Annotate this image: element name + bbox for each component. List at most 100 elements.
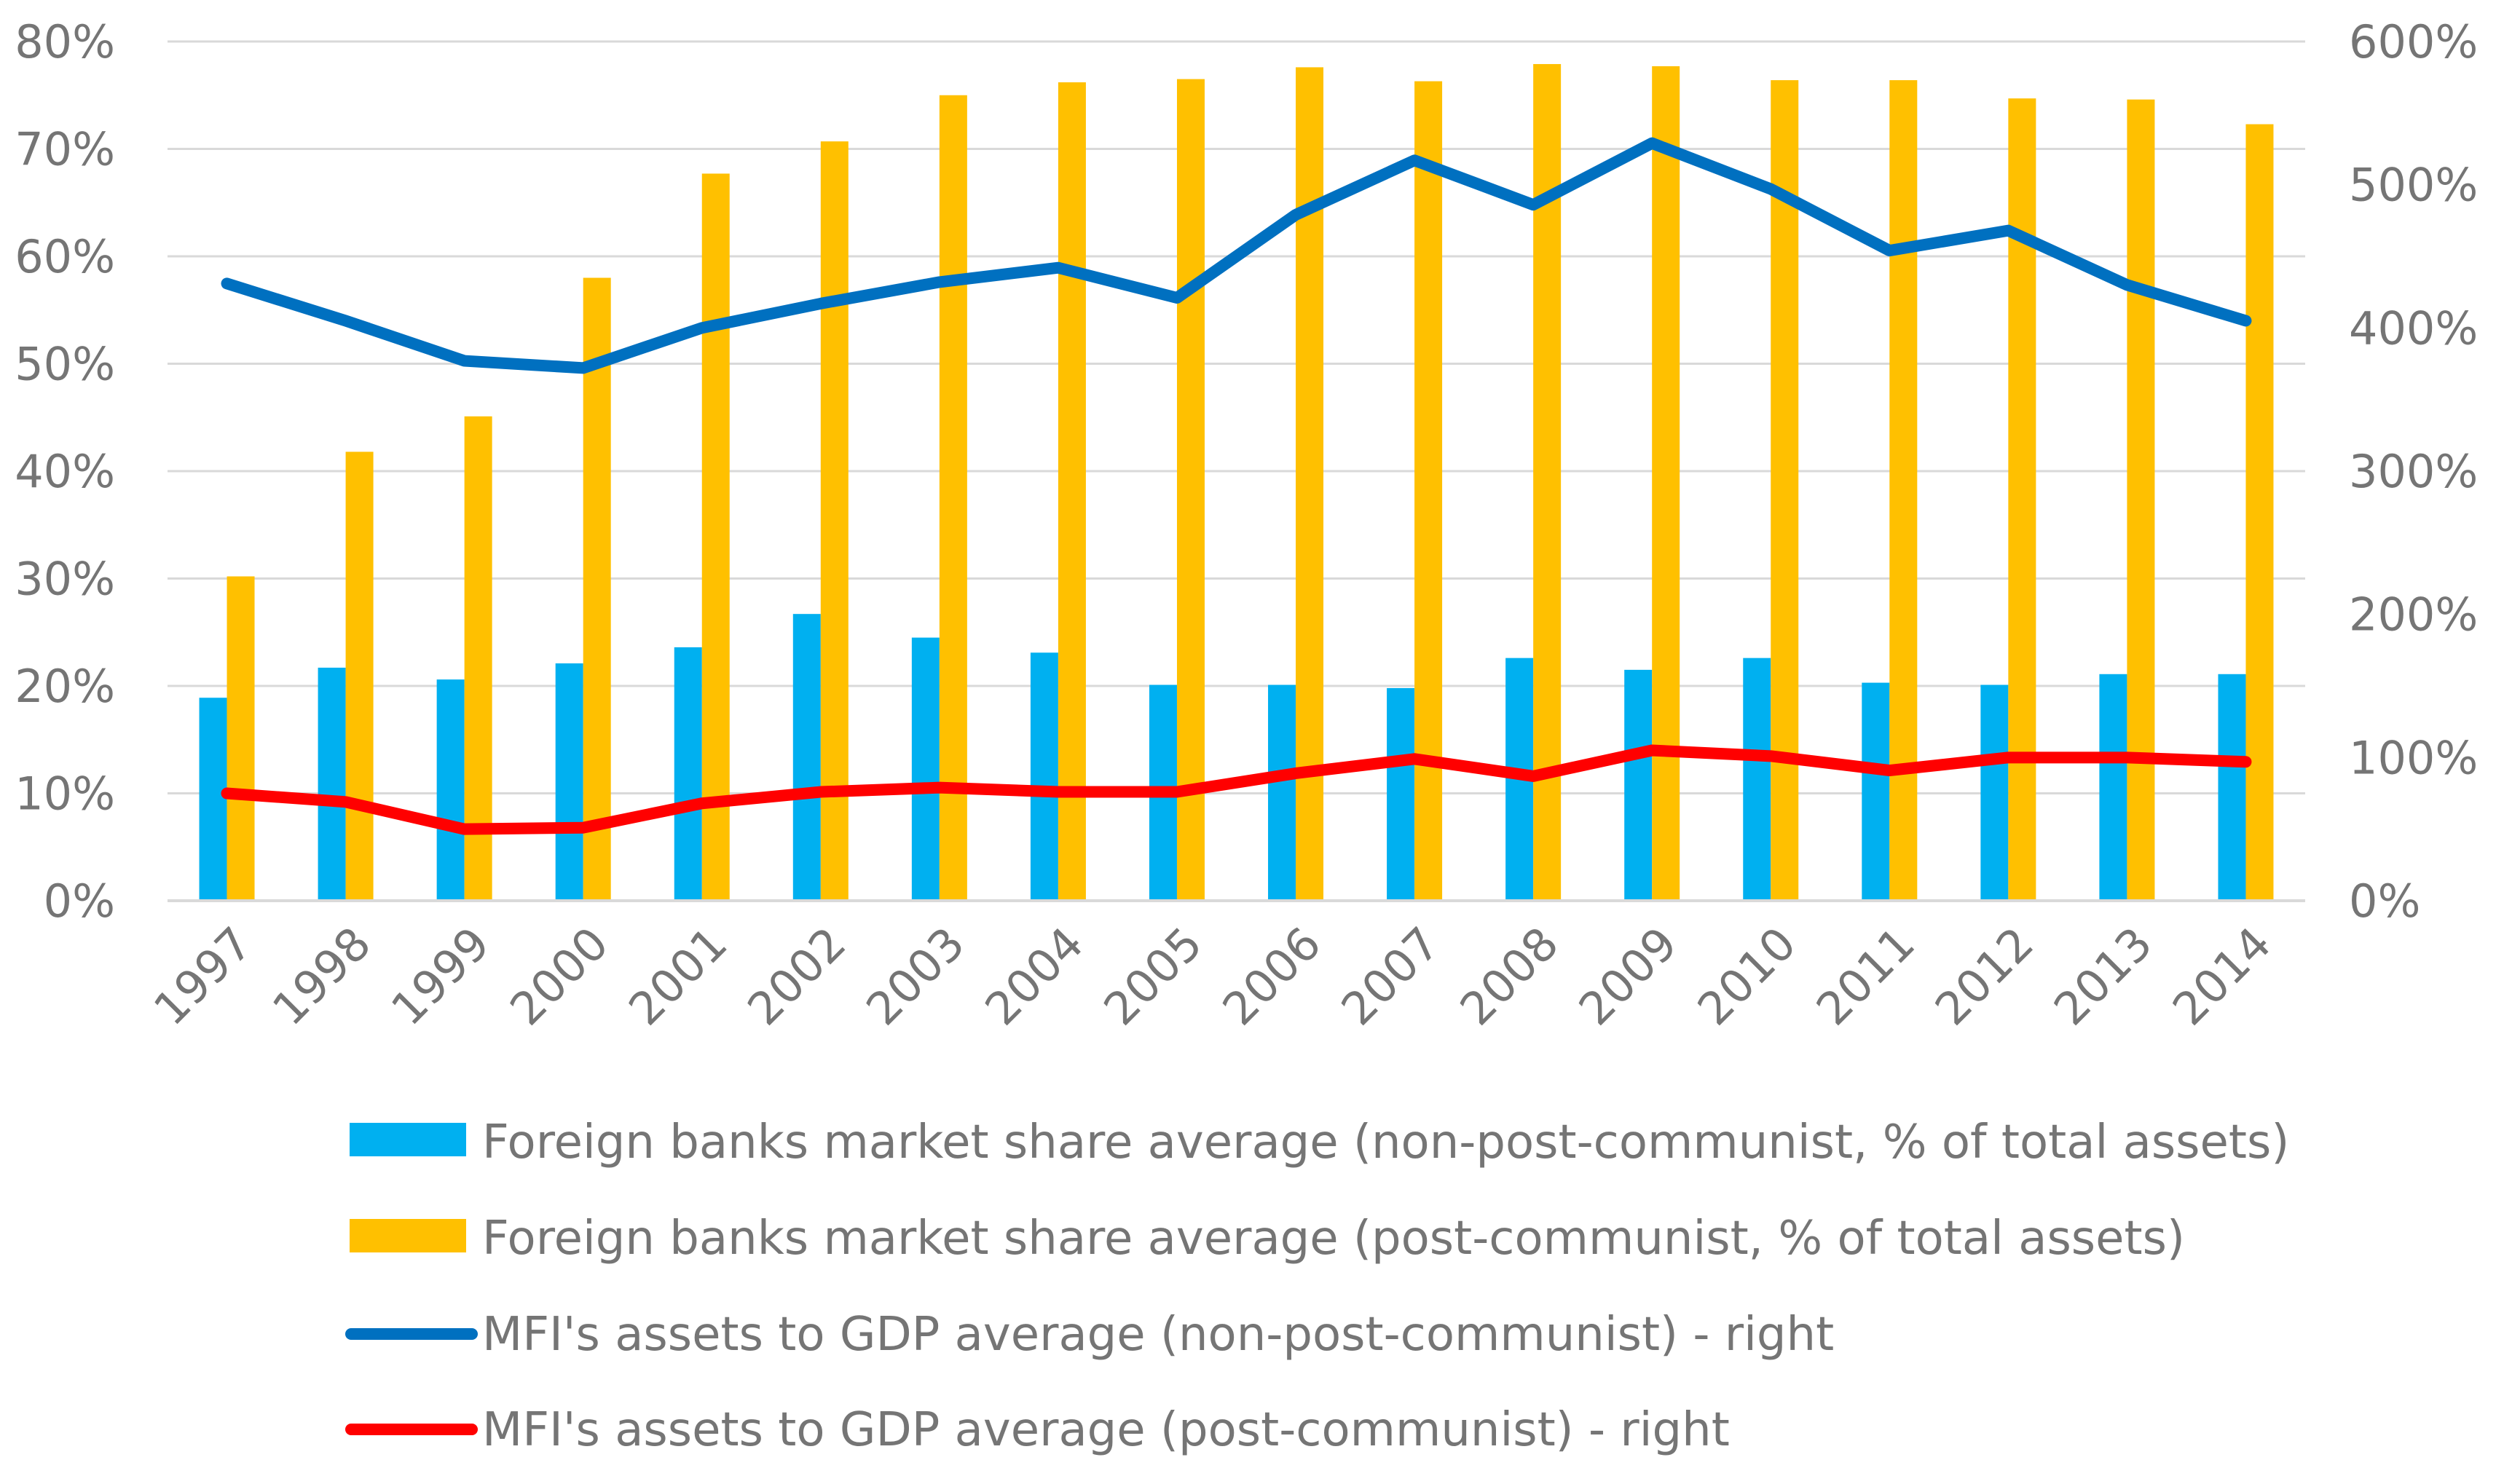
line-series-post-communist: [221, 744, 2252, 835]
line-point-non-post-communist-1999: [462, 359, 466, 363]
left-axis-tick-label: 60%: [15, 230, 115, 283]
left-axis-tick-label: 10%: [15, 767, 115, 821]
legend-label-1: Foreign banks market share average (post…: [482, 1212, 2185, 1266]
x-axis-tick-label: 2013: [2044, 917, 2162, 1035]
line-point-non-post-communist-2010: [1769, 187, 1773, 191]
bar-non-post-communist-2009: [1624, 669, 1653, 901]
bar-post-communist-2000: [583, 277, 611, 901]
legend: Foreign banks market share average (non-…: [345, 1116, 2289, 1457]
bar-non-post-communist-2004: [1030, 652, 1058, 901]
line-point-post-communist-2003: [937, 786, 941, 789]
left-axis-tick-label: 40%: [15, 445, 115, 498]
line-point-post-communist-2008: [1532, 774, 1535, 778]
bar-post-communist-2009: [1652, 66, 1680, 901]
bar-post-communist-2004: [1058, 82, 1086, 901]
line-point-post-communist-2010: [1769, 754, 1773, 758]
bar-post-communist-2007: [1414, 81, 1443, 901]
x-axis-tick-label: 2003: [856, 917, 975, 1035]
bar-non-post-communist-2011: [1862, 682, 1890, 901]
right-axis-tick-label: 0%: [2349, 875, 2420, 928]
line-point-non-post-communist-2014: [2244, 319, 2248, 323]
right-axis-tick-label: 400%: [2349, 301, 2478, 355]
right-axis-tick-label: 500%: [2349, 159, 2478, 212]
line-point-post-communist-2013: [2125, 756, 2129, 759]
line-point-non-post-communist-2000: [581, 366, 585, 370]
lines: [221, 137, 2252, 835]
legend-swatch-1: [350, 1219, 466, 1252]
line-point-post-communist-2014: [2244, 760, 2248, 764]
line-point-post-communist-2004: [1056, 790, 1060, 794]
bar-post-communist-2012: [2008, 98, 2036, 901]
right-axis-tick-label: 300%: [2349, 445, 2478, 498]
x-axis-tick-label: 1999: [381, 917, 500, 1035]
line-point-post-communist-2002: [819, 790, 822, 794]
x-axis-tick-label: 2011: [1806, 917, 1925, 1035]
line-point-non-post-communist-2004: [1056, 266, 1060, 269]
line-point-post-communist-2011: [1888, 769, 1891, 773]
bar-non-post-communist-2014: [2218, 674, 2246, 901]
bars: [199, 63, 2274, 901]
line-point-non-post-communist-2007: [1413, 159, 1417, 162]
x-axis-tick-label: 2005: [1093, 917, 1212, 1035]
right-axis-tick-label: 100%: [2349, 731, 2478, 784]
line-point-non-post-communist-2009: [1650, 141, 1654, 145]
left-axis-tick-label: 70%: [15, 123, 115, 176]
left-axis-tick-label: 0%: [44, 875, 115, 928]
x-axis-tick-label: 1997: [143, 917, 262, 1035]
line-point-non-post-communist-2011: [1888, 249, 1891, 253]
left-axis-tick-label: 50%: [15, 338, 115, 391]
bar-non-post-communist-2013: [2099, 674, 2127, 901]
bar-non-post-communist-1998: [318, 667, 346, 901]
bar-post-communist-2003: [939, 95, 967, 901]
legend-label-0: Foreign banks market share average (non-…: [482, 1116, 2289, 1169]
bar-post-communist-2011: [1889, 80, 1918, 901]
left-axis-tick-label: 20%: [15, 660, 115, 713]
x-axis-tick-label: 2008: [1450, 917, 1569, 1035]
bar-non-post-communist-1997: [199, 698, 227, 901]
bar-non-post-communist-2012: [1980, 684, 2009, 901]
right-axis-tick-label: 600%: [2349, 15, 2478, 68]
x-axis-tick-label: 2001: [618, 917, 737, 1035]
x-axis-tick-label: 2002: [737, 917, 856, 1035]
line-point-non-post-communist-2012: [2007, 229, 2010, 232]
line-point-non-post-communist-2008: [1532, 203, 1535, 207]
bar-non-post-communist-2001: [674, 647, 702, 901]
bar-non-post-communist-1999: [436, 679, 465, 901]
bar-post-communist-2013: [2127, 99, 2155, 901]
x-axis-tick-label: 2010: [1688, 917, 1806, 1035]
bar-post-communist-2014: [2245, 124, 2274, 901]
line-point-non-post-communist-1997: [225, 282, 229, 285]
x-axis-tick-label: 1998: [262, 917, 381, 1035]
line-point-non-post-communist-2001: [700, 326, 704, 330]
bar-non-post-communist-2002: [792, 614, 821, 901]
bar-post-communist-2002: [820, 141, 849, 901]
line-point-non-post-communist-2006: [1294, 213, 1298, 216]
x-axis-tick-label: 2007: [1331, 917, 1449, 1035]
legend-label-3: MFI's assets to GDP average (post-commun…: [482, 1403, 1730, 1457]
bar-post-communist-1997: [227, 576, 255, 901]
line-point-non-post-communist-2005: [1175, 296, 1178, 300]
x-axis-tick-label: 2006: [1212, 917, 1331, 1035]
line-point-post-communist-2006: [1294, 771, 1298, 775]
bar-non-post-communist-2010: [1743, 658, 1771, 901]
line-point-post-communist-2009: [1650, 749, 1654, 752]
line-point-post-communist-1998: [344, 800, 347, 804]
right-axis-tick-label: 200%: [2349, 588, 2478, 642]
legend-swatch-0: [350, 1123, 466, 1156]
line-series-non-post-communist: [221, 137, 2252, 374]
line-point-post-communist-2000: [581, 826, 585, 829]
bar-non-post-communist-2000: [555, 663, 583, 901]
line-point-post-communist-2001: [700, 802, 704, 805]
line-point-non-post-communist-2003: [937, 280, 941, 284]
line-point-non-post-communist-2013: [2125, 283, 2129, 287]
bar-post-communist-2005: [1176, 79, 1205, 901]
line-point-post-communist-2005: [1175, 790, 1178, 794]
legend-label-2: MFI's assets to GDP average (non-post-co…: [482, 1308, 1834, 1362]
bar-non-post-communist-2007: [1387, 687, 1415, 901]
line-point-post-communist-1997: [225, 792, 229, 795]
x-axis-tick-label: 2009: [1569, 917, 1688, 1035]
left-axis-tick-label: 30%: [15, 553, 115, 606]
line-point-post-communist-2012: [2007, 756, 2010, 759]
x-axis-tick-label: 2014: [2162, 917, 2281, 1035]
